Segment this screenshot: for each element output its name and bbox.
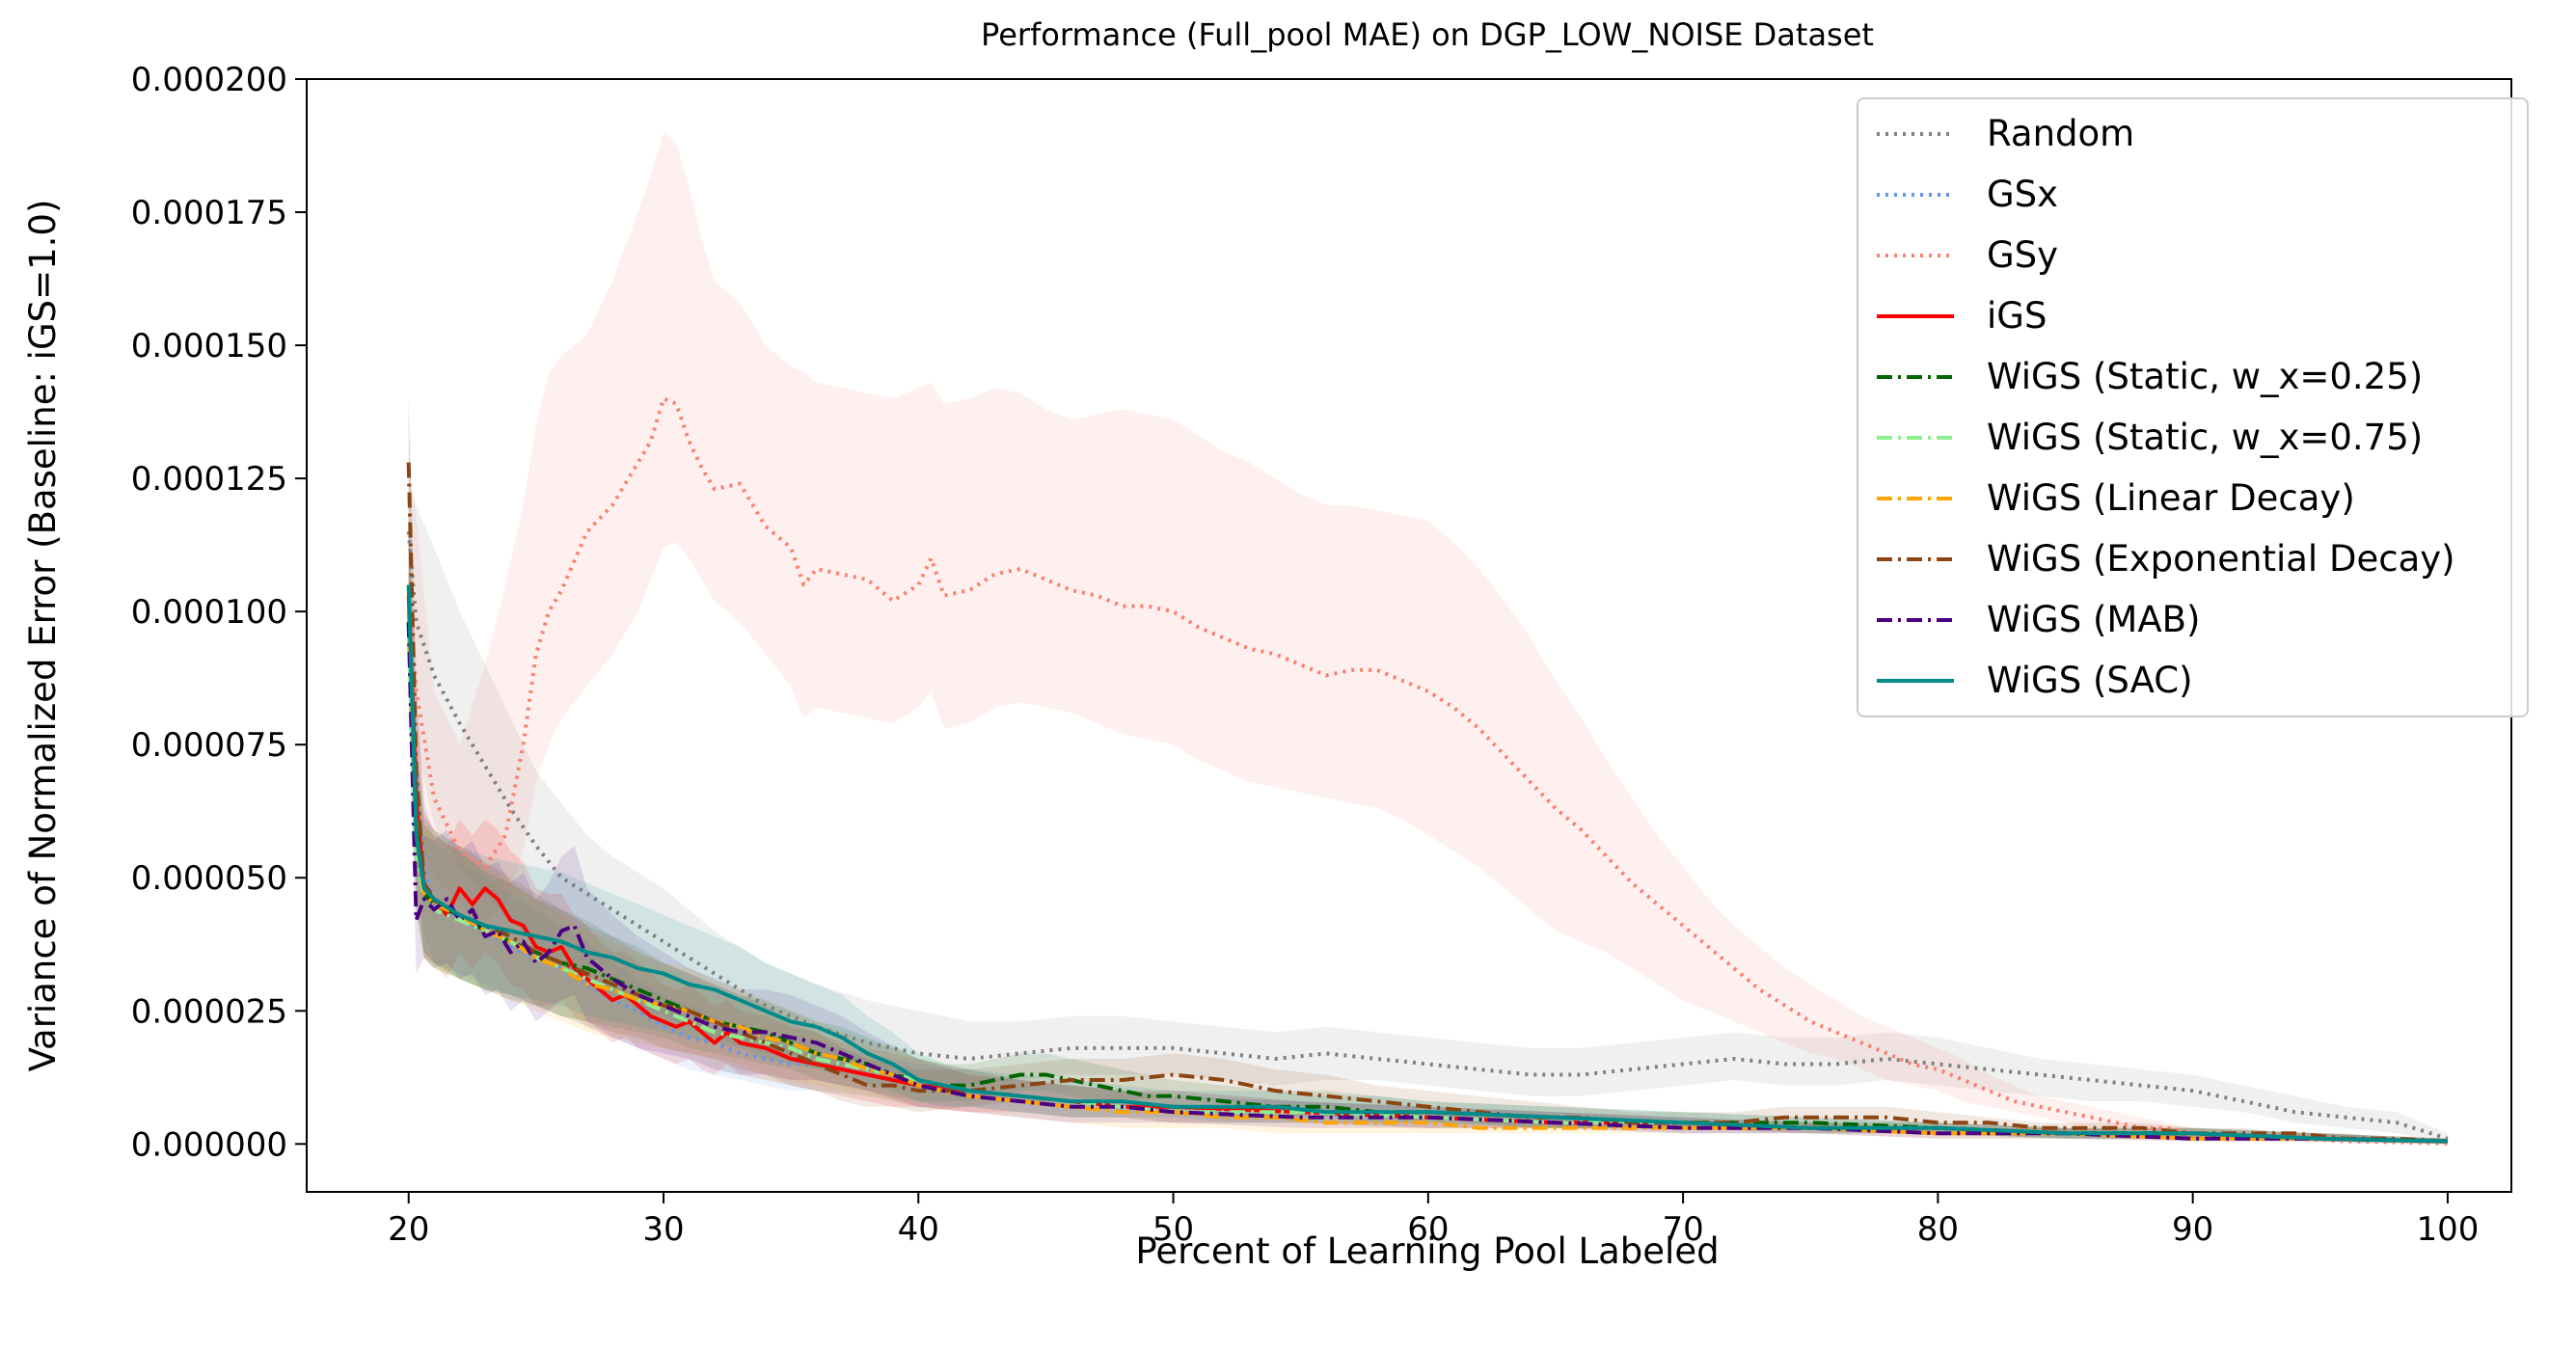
x-tick-label-40: 40: [898, 1210, 939, 1249]
y-tick-label-1: 0.000025: [131, 992, 287, 1031]
line-random: [406, 531, 2449, 1141]
legend-label-wigs-mab: WiGS (MAB): [1987, 599, 2200, 640]
x-axis: 20 30 40 50 60 70 80 90 100: [388, 1192, 2479, 1249]
y-tick-label-8: 0.000200: [131, 61, 287, 99]
series-lines: [406, 396, 2449, 1146]
y-tick-label-0: 0.000000: [131, 1125, 287, 1164]
legend-label-wigs-exponential-decay: WiGS (Exponential Decay): [1987, 538, 2455, 580]
x-tick-label-100: 100: [2416, 1210, 2479, 1249]
x-tick-label-60: 60: [1407, 1210, 1449, 1249]
y-tick-label-2: 0.000050: [131, 859, 287, 898]
line-wigs-exponential-decay: [406, 462, 2449, 1144]
x-tick-label-90: 90: [2172, 1210, 2213, 1249]
legend-label-igs: iGS: [1987, 295, 2047, 337]
x-tick-label-50: 50: [1152, 1210, 1194, 1249]
y-tick-label-3: 0.000075: [131, 726, 287, 765]
legend: Random GSx GSy iGS WiGS (Static, w_x=0.25) Wi…: [1857, 97, 2529, 717]
legend-label-wigs-linear-decay: WiGS (Linear Decay): [1987, 477, 2355, 519]
chart-title: Performance (Full_pool MAE) on DGP_LOW_N…: [981, 16, 1874, 53]
y-tick-label-5: 0.000125: [131, 460, 287, 499]
legend-frame: [1857, 97, 2529, 717]
band-gsy: [408, 132, 2448, 1145]
line-wigs-linear-decay: [406, 611, 2448, 1144]
x-tick-label-30: 30: [642, 1210, 684, 1249]
legend-label-gsx: GSx: [1987, 174, 2058, 215]
legend-label-wigs-sac: WiGS (SAC): [1987, 660, 2193, 701]
legend-label-wigs-static-w-x-0-75: WiGS (Static, w_x=0.75): [1987, 417, 2423, 458]
legend-label-gsy: GSy: [1987, 234, 2058, 276]
y-tick-label-6: 0.000150: [131, 327, 287, 365]
y-tick-label-4: 0.000100: [131, 593, 287, 632]
legend-label-random: Random: [1987, 113, 2134, 154]
x-axis-label: Percent of Learning Pool Labeled: [1135, 1230, 1719, 1272]
line-wigs-mab: [406, 622, 2448, 1144]
x-tick-label-80: 80: [1917, 1210, 1959, 1249]
line-gsy: [406, 396, 2448, 1146]
y-tick-label-7: 0.000175: [131, 194, 287, 232]
legend-label-wigs-static-w-x-0-25: WiGS (Static, w_x=0.25): [1987, 356, 2423, 397]
confidence-bands: [408, 132, 2448, 1145]
line-wigs-sac: [406, 584, 2448, 1144]
y-axis-label: Variance of Normalized Error (Baseline: …: [22, 200, 64, 1072]
y-axis: 0.000000 0.000025 0.000050 0.000075 0.000100…: [131, 61, 307, 1164]
x-tick-label-20: 20: [388, 1210, 429, 1249]
x-tick-label-70: 70: [1662, 1210, 1703, 1249]
